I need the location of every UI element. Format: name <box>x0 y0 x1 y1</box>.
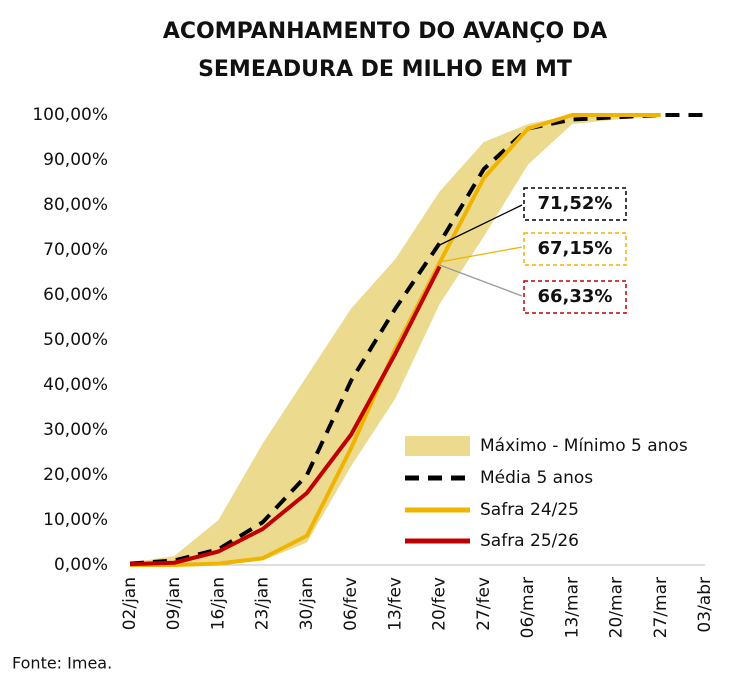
x-tick-label: 20/mar <box>607 577 627 638</box>
x-tick-label: 02/jan <box>120 577 140 630</box>
annotation-connector <box>439 204 523 246</box>
x-tick-label: 06/fev <box>341 577 361 631</box>
x-tick-label: 09/jan <box>164 577 184 630</box>
legend-label: Safra 25/26 <box>480 531 579 551</box>
y-tick-label: 30,00% <box>43 420 108 440</box>
x-tick-label: 13/fev <box>385 577 405 631</box>
annotation-connector <box>439 246 523 263</box>
legend-swatch <box>405 436 470 456</box>
chart-title: ACOMPANHAMENTO DO AVANÇO DA <box>163 19 607 44</box>
y-tick-label: 0,00% <box>54 555 108 575</box>
x-tick-label: 27/fev <box>474 577 494 631</box>
chart-title: SEMEADURA DE MILHO EM MT <box>198 57 572 82</box>
x-tick-label: 16/jan <box>208 577 228 630</box>
series-line <box>129 265 442 567</box>
annotation-connector <box>439 264 523 297</box>
legend-label: Safra 24/25 <box>480 500 579 520</box>
legend-label: Média 5 anos <box>480 468 593 488</box>
x-tick-label: 20/fev <box>430 577 450 631</box>
y-tick-label: 10,00% <box>43 510 108 530</box>
legend-label: Máximo - Mínimo 5 anos <box>480 436 688 456</box>
data-label: 71,52% <box>538 193 613 214</box>
x-tick-label: 03/abr <box>695 577 715 633</box>
annotation-box <box>523 187 627 221</box>
x-tick-label: 06/mar <box>518 577 538 638</box>
y-tick-label: 20,00% <box>43 465 108 485</box>
y-tick-label: 50,00% <box>43 330 108 350</box>
y-tick-label: 100,00% <box>32 105 108 125</box>
x-tick-label: 30/jan <box>297 577 317 630</box>
y-tick-label: 60,00% <box>43 285 108 305</box>
annotation-box <box>523 280 627 314</box>
annotation-box <box>523 232 627 266</box>
source: Fonte: Imea. <box>12 654 112 673</box>
y-tick-label: 80,00% <box>43 195 108 215</box>
y-tick-label: 40,00% <box>43 375 108 395</box>
x-tick-label: 13/mar <box>562 577 582 638</box>
series-line <box>130 113 661 567</box>
y-tick-label: 70,00% <box>43 240 108 260</box>
range-band <box>130 115 705 565</box>
data-label: 67,15% <box>538 238 613 259</box>
y-tick-label: 90,00% <box>43 150 108 170</box>
data-label: 66,33% <box>538 286 613 307</box>
x-tick-label: 27/mar <box>651 577 671 638</box>
series-line <box>129 113 705 566</box>
x-tick-label: 23/jan <box>253 577 273 630</box>
